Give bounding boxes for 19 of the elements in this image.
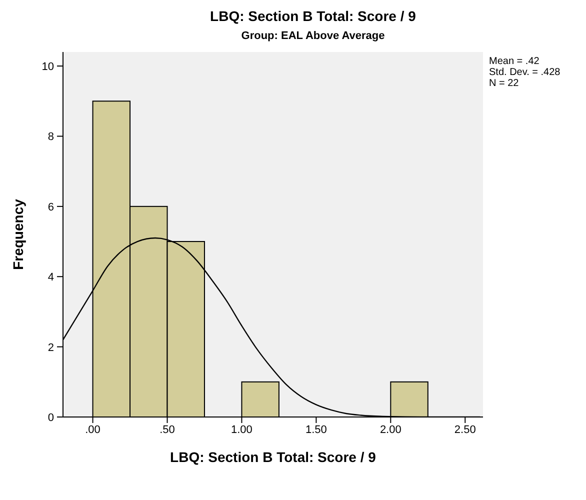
x-tick-label: 2.50 — [454, 424, 476, 436]
x-tick-label: 2.00 — [380, 424, 402, 436]
x-tick-label: .50 — [160, 424, 175, 436]
y-axis-title: Frequency — [10, 198, 26, 270]
x-tick-label: .00 — [85, 424, 100, 436]
y-tick-label: 10 — [42, 61, 54, 74]
x-tick-label: 1.50 — [305, 424, 327, 436]
x-axis-title: LBQ: Section B Total: Score / 9 — [170, 449, 376, 465]
text: Mean = .42 — [489, 56, 540, 67]
y-tick-label: 2 — [48, 342, 54, 354]
y-tick-label: 4 — [48, 272, 54, 284]
chart-title: LBQ: Section B Total: Score / 9 — [209, 8, 417, 24]
text: N = 22 — [489, 78, 520, 89]
chart-subtitle: Group: EAL Above Average — [240, 30, 386, 42]
x-tick-label: 1.00 — [231, 424, 252, 436]
text: Std. Dev. = .428 — [489, 67, 560, 78]
y-tick-label: 6 — [48, 201, 54, 214]
y-tick-label: 0 — [48, 412, 54, 424]
y-tick-label: 8 — [48, 131, 54, 144]
